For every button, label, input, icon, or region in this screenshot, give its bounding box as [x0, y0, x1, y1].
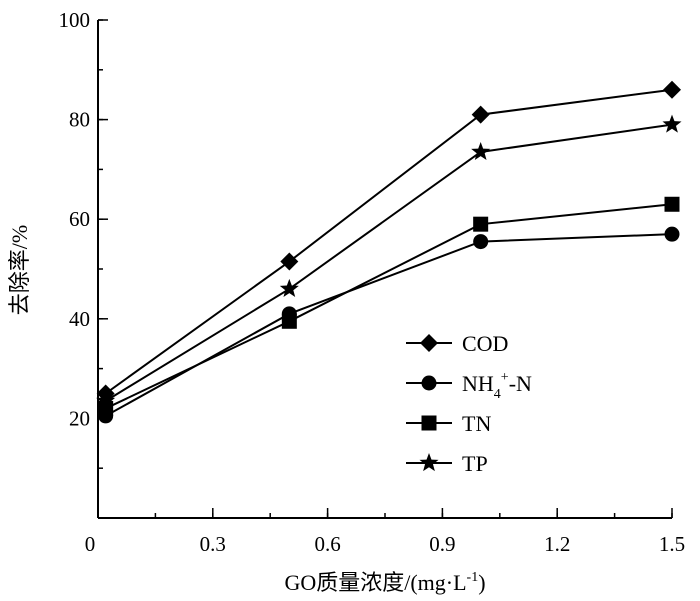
- x-axis-label-main: GO质量浓度/(mg·L: [284, 570, 466, 595]
- y-tick-label: 20: [69, 406, 90, 430]
- data-point-star: [96, 390, 116, 410]
- data-point-circle: [664, 226, 680, 242]
- data-point-diamond: [471, 105, 490, 124]
- y-tick-label: 40: [69, 307, 90, 331]
- x-axis-label-end: ): [478, 570, 485, 595]
- data-point-star: [279, 278, 299, 298]
- series-diamond: [96, 80, 681, 403]
- x-tick-label: 0.3: [200, 532, 226, 556]
- data-point-star: [662, 114, 682, 133]
- data-point-diamond: [280, 252, 299, 271]
- legend-label-base: NH: [462, 371, 494, 396]
- x-tick-label: 0: [85, 532, 96, 556]
- x-axis-label-sup: -1: [467, 570, 479, 585]
- series-line: [105, 203, 673, 410]
- legend-item: NH4+-N: [406, 370, 532, 402]
- legend-marker-square: [421, 415, 437, 431]
- data-point-square: [473, 216, 489, 232]
- y-tick-label: 60: [69, 207, 90, 231]
- legend: COD NH4+-N TN TP: [406, 331, 532, 476]
- y-axis-label: 去除率/%: [7, 225, 32, 315]
- legend-item: TN: [406, 411, 491, 436]
- data-point-square: [281, 313, 297, 329]
- legend-label: TN: [462, 411, 491, 436]
- legend-marker-diamond: [420, 334, 438, 352]
- legend-label: NH4+-N: [462, 370, 532, 402]
- legend-marker-circle: [421, 375, 437, 391]
- legend-label-sup: +: [501, 370, 509, 385]
- x-tick-label: 1.5: [659, 532, 685, 556]
- legend-label: TP: [462, 451, 488, 476]
- x-tick-label: 1.2: [544, 532, 570, 556]
- legend-item: TP: [406, 451, 488, 476]
- legend-item: COD: [406, 331, 508, 356]
- x-axis-label: GO质量浓度/(mg·L-1): [284, 570, 485, 595]
- data-point-star: [471, 141, 491, 161]
- series-line: [105, 123, 673, 402]
- data-point-diamond: [663, 80, 681, 99]
- series-star: [96, 114, 682, 410]
- x-tick-label: 0.9: [429, 532, 455, 556]
- x-tick-label: 0.6: [314, 532, 340, 556]
- data-point-square: [664, 196, 680, 212]
- series-line: [105, 233, 673, 417]
- data-point-circle: [473, 234, 489, 250]
- y-tick-label: 100: [59, 8, 91, 32]
- series-line: [105, 88, 673, 395]
- legend-label-sub: 4: [494, 387, 501, 402]
- y-tick-label: 80: [69, 108, 90, 132]
- series-layer: [96, 80, 682, 424]
- legend-label-rest: -N: [509, 371, 532, 396]
- axes: 0 0.3 0.6 0.9 1.2 1.520406080100GO质量浓度/(mg·L-…: [7, 8, 685, 595]
- legend-label: COD: [462, 331, 508, 356]
- legend-marker-star: [419, 453, 439, 472]
- series-square: [98, 196, 680, 416]
- series-circle: [98, 226, 680, 424]
